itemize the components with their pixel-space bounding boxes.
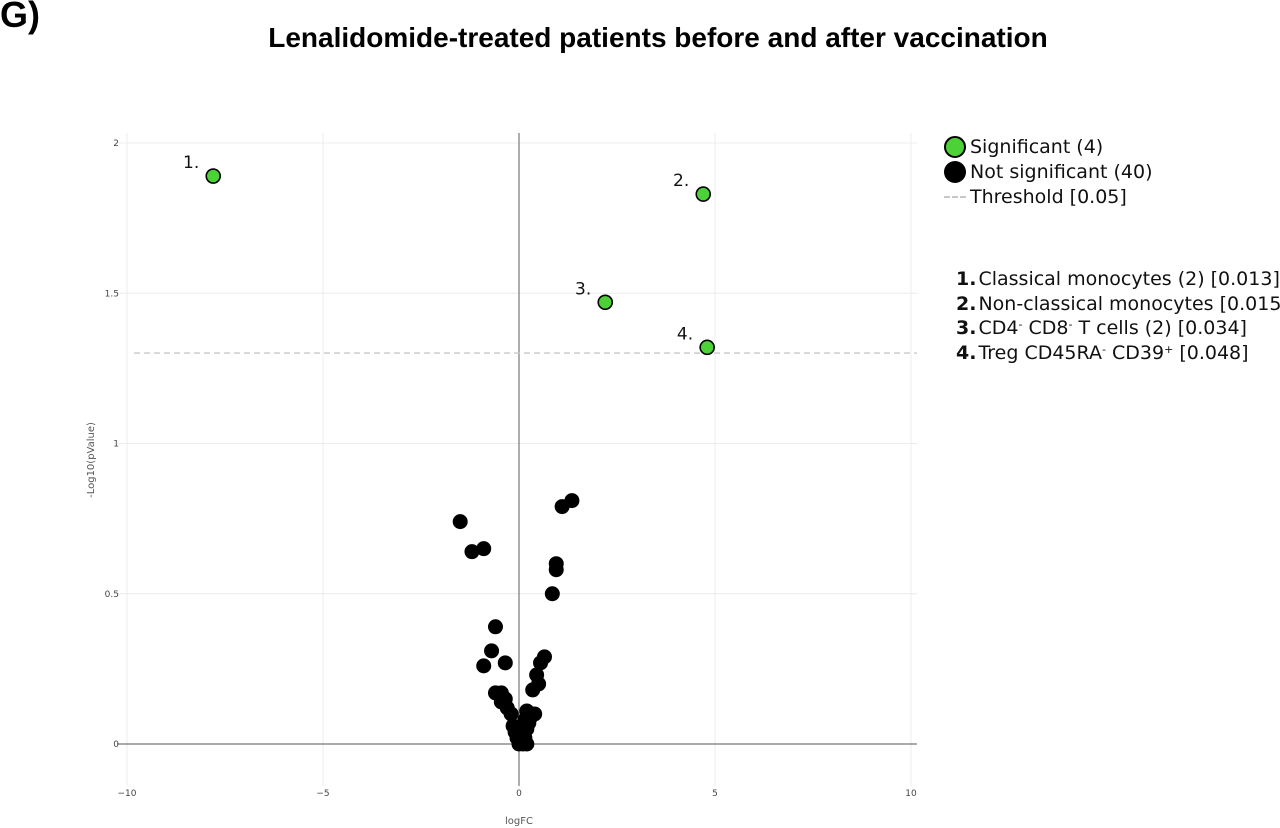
key-number: 2. <box>956 292 977 315</box>
x-tick-label: −10 <box>118 789 137 799</box>
not-significant-point <box>525 682 541 698</box>
axes <box>117 133 917 786</box>
y-tick-label: 1.5 <box>105 289 119 299</box>
not-significant-point <box>519 736 535 752</box>
key-text-part: [0.048] <box>1173 341 1249 364</box>
key-text: CD4- CD8- T cells (2) [0.034] <box>978 317 1247 339</box>
x-tick-label: 10 <box>905 789 917 799</box>
data-points: 1. 2. 3. 4. <box>183 153 715 752</box>
not-significant-point <box>505 718 521 734</box>
not-significant-point <box>497 655 513 671</box>
legend-label-threshold: Threshold [0.05] <box>970 185 1127 208</box>
y-tick-label: 2 <box>113 139 119 149</box>
annotation-key: 1. Classical monocytes (2) [0.013] 2. No… <box>956 268 1280 366</box>
x-tick-label: −5 <box>316 789 329 799</box>
y-axis-title: -Log10(pValue) <box>86 422 97 498</box>
x-tick-label: 0 <box>516 789 522 799</box>
key-text-part: CD39 <box>1105 341 1165 364</box>
key-item-1: 1. Classical monocytes (2) [0.013] <box>956 268 1280 293</box>
grid <box>117 133 917 786</box>
legend-item-threshold[interactable]: Threshold [0.05] <box>944 184 1152 209</box>
not-significant-point <box>533 655 549 671</box>
key-text-part: CD4 <box>978 317 1019 339</box>
not-significant-point <box>548 562 564 578</box>
legend-marker-threshold <box>944 195 966 198</box>
panel-label: G) <box>0 0 40 35</box>
key-item-4: 4. Treg CD45RA- CD39+ [0.048] <box>956 342 1280 367</box>
key-number: 4. <box>956 341 977 364</box>
not-significant-point <box>544 586 560 602</box>
not-significant-point <box>476 658 492 674</box>
not-significant-point <box>487 619 503 635</box>
chart-title: Lenalidomide-treated patients before and… <box>268 22 1048 53</box>
key-item-3: 3. CD4- CD8- T cells (2) [0.034] <box>956 317 1280 342</box>
not-significant-point <box>499 700 515 716</box>
significant-point <box>695 186 712 202</box>
significant-point <box>699 339 715 356</box>
y-tick-label: 1 <box>113 440 119 450</box>
legend-marker-not-significant <box>944 160 966 183</box>
legend-label-significant: Significant (4) <box>970 135 1104 158</box>
significant-point <box>205 168 222 184</box>
key-text: Non-classical monocytes [0.015] <box>978 292 1280 315</box>
point-label: 4. <box>677 324 693 344</box>
not-significant-point <box>564 493 580 509</box>
tick-labels: −10 −5 0 5 10 0 0.5 1 1.5 2 <box>105 139 917 799</box>
not-significant-point <box>484 643 500 659</box>
x-tick-label: 5 <box>712 789 718 799</box>
key-text: Treg CD45RA- CD39+ [0.048] <box>978 342 1248 364</box>
key-text-part: T cells (2) [0.034] <box>1072 317 1247 339</box>
not-significant-point <box>452 514 468 530</box>
legend-label-not-significant: Not significant (40) <box>970 160 1153 183</box>
x-axis-title: logFC <box>505 816 533 827</box>
legend-item-not-significant[interactable]: Not significant (40) <box>944 159 1152 184</box>
legend-marker-significant <box>944 135 966 158</box>
key-item-2: 2. Non-classical monocytes [0.015] <box>956 293 1280 318</box>
point-label: 3. <box>575 279 591 299</box>
key-number: 1. <box>956 268 977 290</box>
not-significant-point <box>527 706 543 722</box>
y-tick-label: 0.5 <box>105 590 119 600</box>
key-superscript: + <box>1164 342 1174 356</box>
key-superscript: - <box>1018 318 1023 331</box>
key-superscript: - <box>1068 318 1073 331</box>
key-text: Classical monocytes (2) [0.013] <box>978 268 1280 290</box>
key-number: 3. <box>956 317 977 339</box>
point-label: 2. <box>673 171 689 191</box>
legend-item-significant[interactable]: Significant (4) <box>944 134 1152 159</box>
legend: Significant (4) Not significant (40) Thr… <box>944 134 1152 209</box>
significant-point <box>597 294 614 311</box>
not-significant-point <box>476 541 492 557</box>
key-text-part: CD8 <box>1022 317 1069 339</box>
not-significant-point <box>464 544 480 560</box>
y-tick-label: 0 <box>113 740 119 750</box>
point-label: 1. <box>183 153 199 173</box>
key-text-part: Treg CD45RA <box>978 341 1102 364</box>
key-superscript: - <box>1101 342 1106 356</box>
